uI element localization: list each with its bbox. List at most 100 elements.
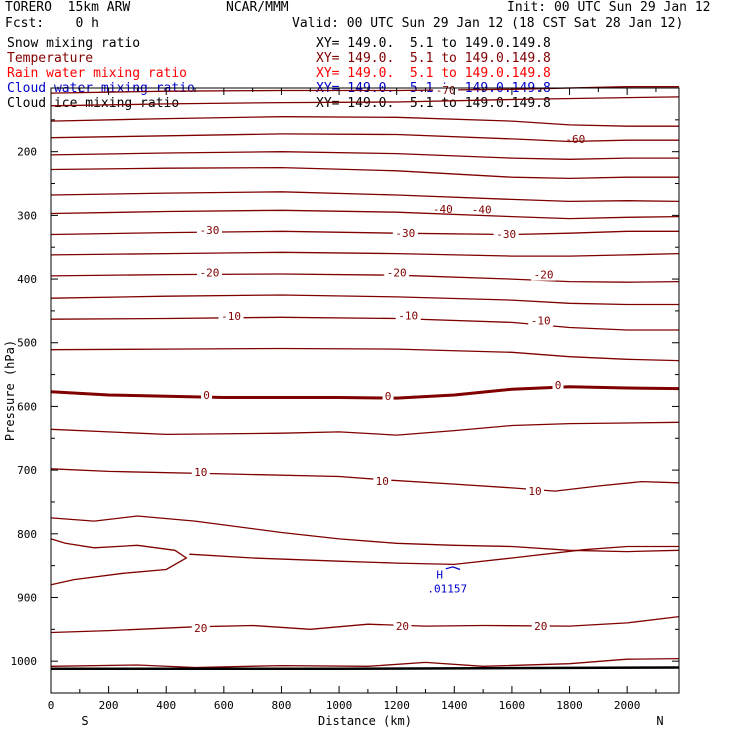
surface-pressure-line bbox=[51, 666, 680, 671]
contour-label: 10 bbox=[528, 485, 541, 498]
contour-label: 0 bbox=[385, 390, 392, 403]
contour-label: 20 bbox=[534, 620, 547, 633]
temperature-contours: -70 -60 -40 -40 -30 -30 -30 -20 -20 -20 -10 -10 -10 0… bbox=[50, 83, 680, 671]
contour-line bbox=[50, 230, 679, 236]
x-tick-label: 1800 bbox=[556, 699, 583, 712]
contour-label-background bbox=[392, 227, 418, 240]
x-end-label-right: N bbox=[656, 714, 663, 728]
contour-line bbox=[50, 133, 679, 143]
x-tick-label: 1200 bbox=[383, 699, 410, 712]
contour-label-background bbox=[395, 309, 421, 322]
contour-label-background bbox=[528, 314, 554, 327]
cloud-water-max-value: .01157 bbox=[427, 583, 467, 596]
contour-label: -20 bbox=[200, 267, 220, 280]
contour-label: -40 bbox=[472, 204, 492, 217]
contour-label-background bbox=[201, 388, 213, 401]
contour-line bbox=[50, 151, 679, 160]
contour-line bbox=[50, 166, 679, 180]
x-tick-label: 2000 bbox=[614, 699, 641, 712]
model-name: TORERO 15km ARW bbox=[5, 0, 131, 15]
cloud-water-max-label: H bbox=[436, 569, 443, 582]
contour-label-background bbox=[196, 224, 222, 237]
contour-line bbox=[50, 251, 680, 257]
init-time: Init: 00 UTC Sun 29 Jan 12 bbox=[507, 0, 711, 15]
contour-label-background bbox=[393, 620, 412, 633]
field-label-cloud-ice: Cloud ice mixing ratio bbox=[7, 96, 180, 111]
contour-line bbox=[50, 468, 680, 492]
contour-label-background bbox=[525, 485, 544, 498]
contour-line bbox=[50, 538, 188, 586]
contour-label-background bbox=[191, 622, 210, 635]
contour-label: -30 bbox=[395, 227, 415, 240]
contour-line bbox=[50, 421, 680, 436]
contour-label-background bbox=[191, 466, 210, 479]
contour-label: 20 bbox=[194, 622, 207, 635]
contour-label: -20 bbox=[387, 267, 407, 280]
x-tick-label: 600 bbox=[214, 699, 234, 712]
y-tick-label: 700 bbox=[17, 464, 37, 477]
contour-label: 0 bbox=[555, 379, 562, 392]
y-tick-label: 900 bbox=[17, 591, 37, 604]
contour-line bbox=[50, 347, 680, 362]
y-tick-label: 500 bbox=[17, 337, 37, 350]
contour-line bbox=[50, 294, 679, 306]
contour-label-background bbox=[384, 266, 410, 279]
cloud-water-contour bbox=[445, 566, 461, 571]
y-axis-label: Pressure (hPa) bbox=[3, 340, 17, 441]
contour-line bbox=[50, 385, 680, 400]
contour-line bbox=[50, 273, 680, 283]
contour-label: 20 bbox=[396, 620, 409, 633]
x-tick-label: 1000 bbox=[326, 699, 353, 712]
contour-label-background bbox=[430, 203, 456, 215]
contour-label: -70 bbox=[436, 84, 456, 97]
contour-label-background bbox=[218, 309, 244, 322]
x-tick-label: 1400 bbox=[441, 699, 468, 712]
x-tick-label: 400 bbox=[156, 699, 176, 712]
x-tick-label: 1600 bbox=[499, 699, 526, 712]
plot-frame bbox=[50, 87, 680, 694]
y-tick-label: 200 bbox=[17, 146, 37, 159]
field-label-temperature: Temperature bbox=[7, 51, 94, 66]
field-xy-rain: XY= 149.0. 5.1 to 149.0.149.8 bbox=[316, 66, 551, 81]
contour-label: 10 bbox=[194, 466, 207, 479]
contour-label: -60 bbox=[565, 133, 585, 146]
contour-line bbox=[50, 316, 679, 331]
y-tick-label: 600 bbox=[17, 400, 37, 413]
contour-label: -10 bbox=[531, 314, 551, 327]
contour-label: -20 bbox=[534, 269, 554, 282]
field-xy-temperature: XY= 149.0. 5.1 to 149.0.149.8 bbox=[316, 51, 551, 66]
contour-label: -30 bbox=[496, 228, 516, 241]
x-tick-label: 800 bbox=[272, 699, 292, 712]
forecast-hour: Fcst: 0 h bbox=[5, 16, 99, 31]
contour-label: -10 bbox=[221, 310, 241, 323]
contour-label: -30 bbox=[200, 224, 220, 237]
field-label-snow: Snow mixing ratio bbox=[7, 36, 141, 51]
contour-line bbox=[50, 615, 680, 634]
y-tick-label: 400 bbox=[17, 273, 37, 286]
contour-label-background bbox=[373, 474, 392, 487]
contour-line bbox=[50, 209, 680, 220]
axes: 0 200 400 600 800 1000 1200 1400 1600 1800 2000200… bbox=[3, 88, 679, 728]
valid-time: Valid: 00 UTC Sun 29 Jan 12 (18 CST Sat … bbox=[292, 16, 684, 31]
contour-line bbox=[50, 116, 679, 127]
contour-label-background bbox=[493, 227, 519, 240]
x-end-label-left: S bbox=[81, 714, 88, 728]
field-label-rain: Rain water mixing ratio bbox=[7, 66, 188, 81]
contour-label-background bbox=[469, 203, 495, 216]
contour-label: 0 bbox=[203, 389, 210, 402]
y-tick-label: 800 bbox=[17, 528, 37, 541]
contour-label-background bbox=[433, 83, 459, 96]
plot-border bbox=[50, 87, 680, 694]
contour-label-background bbox=[382, 390, 394, 403]
contour-label: 10 bbox=[376, 475, 389, 488]
x-tick-label: 200 bbox=[99, 699, 119, 712]
contour-label: -40 bbox=[433, 203, 453, 216]
contour-label-background bbox=[531, 620, 550, 633]
contour-line bbox=[50, 657, 680, 669]
contour-line bbox=[50, 191, 680, 203]
contour-label-background bbox=[531, 268, 557, 281]
contour-label-background bbox=[552, 378, 564, 391]
x-axis-label: Distance (km) bbox=[318, 714, 412, 728]
y-tick-label: 300 bbox=[17, 209, 37, 222]
